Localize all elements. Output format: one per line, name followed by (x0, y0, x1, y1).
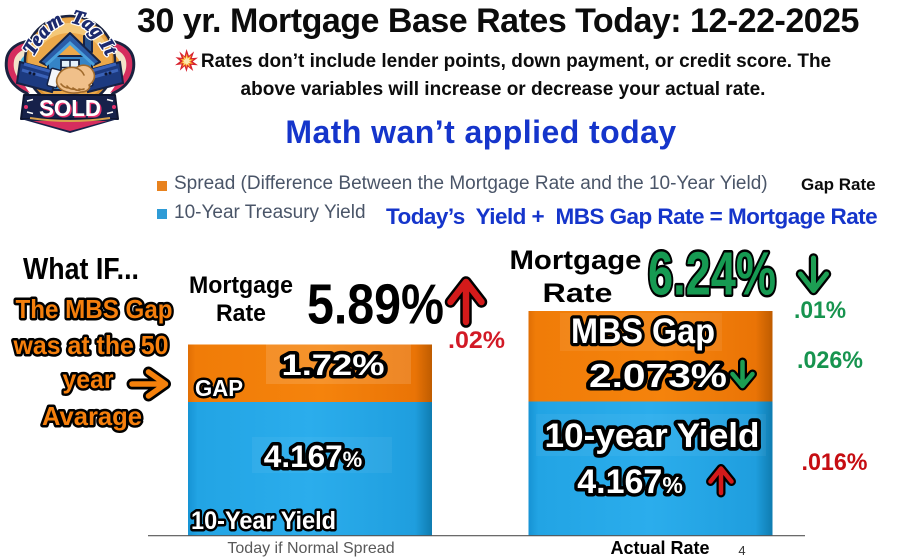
svg-text:.026%: .026% (797, 347, 863, 374)
svg-text:4.167%: 4.167% (264, 438, 362, 474)
svg-text:.016%: .016% (802, 449, 868, 476)
svg-text:The MBS Gap: The MBS Gap (16, 294, 173, 324)
svg-text:Actual Rate: Actual Rate (610, 538, 709, 558)
svg-text:was at the 50: was at the 50 (13, 330, 169, 360)
svg-text:.02%: .02% (448, 327, 505, 354)
svg-text:Avarage: Avarage (42, 401, 142, 431)
svg-text:Rate: Rate (543, 278, 613, 308)
svg-text:10-year Yield: 10-year Yield (545, 417, 760, 455)
svg-text:4: 4 (738, 543, 745, 558)
svg-text:2.073%: 2.073% (589, 357, 727, 394)
svg-text:SOLD: SOLD (39, 95, 101, 121)
svg-text:year: year (63, 364, 114, 394)
svg-text:Mortgage: Mortgage (510, 245, 642, 275)
svg-text:GAP: GAP (195, 375, 243, 401)
svg-text:What IF...: What IF... (23, 251, 139, 286)
svg-text:Mortgage: Mortgage (189, 272, 293, 299)
svg-text:1.72%: 1.72% (282, 349, 385, 382)
svg-text:Rate: Rate (216, 300, 266, 327)
svg-text:5.89%: 5.89% (307, 273, 444, 337)
svg-text:SOLD: SOLD (41, 97, 103, 123)
svg-text:6.24%: 6.24% (648, 240, 776, 308)
svg-text:10-Year Yield: 10-Year Yield (191, 507, 336, 535)
svg-text:.01%: .01% (794, 297, 846, 324)
svg-text:Today if Normal Spread: Today if Normal Spread (227, 540, 394, 557)
svg-text:MBS Gap: MBS Gap (571, 312, 715, 351)
